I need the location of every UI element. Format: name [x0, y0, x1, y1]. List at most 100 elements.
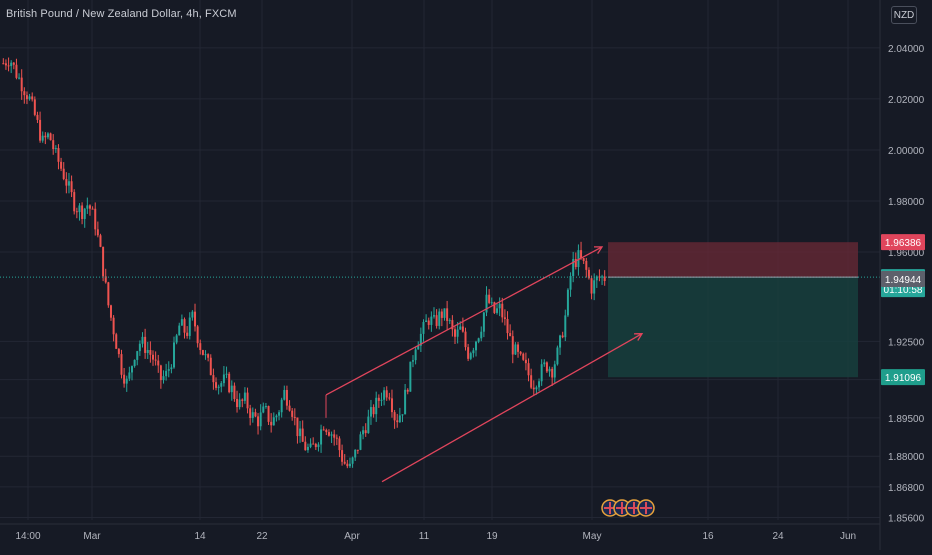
y-tick-label: 2.04000 [888, 44, 925, 55]
candle-body [15, 64, 18, 78]
candle-body [587, 269, 590, 279]
currency-button[interactable]: NZD [891, 6, 917, 24]
candle-body [540, 364, 543, 382]
candle-body [296, 417, 299, 437]
candle-body [115, 334, 118, 349]
candle-body [354, 449, 357, 458]
candle-body [317, 444, 320, 448]
x-tick-label: Jun [840, 531, 856, 542]
candle-body [36, 114, 39, 120]
candle-body [362, 430, 365, 435]
candle-body [238, 399, 241, 408]
candle-body [78, 205, 81, 213]
candle-body [12, 62, 15, 65]
candle-body [535, 387, 538, 390]
candle-body [517, 344, 520, 352]
candle-body [199, 343, 202, 351]
candle-body [348, 463, 351, 467]
y-tick-label: 1.96000 [888, 248, 925, 259]
candle-body [461, 326, 464, 332]
channel-upper-line[interactable] [325, 246, 603, 396]
candle-body [469, 353, 472, 359]
candle-body [57, 148, 60, 162]
candle-body [590, 278, 593, 294]
candle-body [215, 382, 218, 388]
candle-body [369, 407, 372, 417]
candle-body [75, 211, 78, 213]
candle-body [404, 389, 407, 415]
candle-body [359, 434, 362, 450]
take-profit-zone[interactable] [608, 277, 858, 378]
candle-body [477, 338, 480, 342]
price-label-target[interactable] [881, 369, 925, 386]
candle-body [96, 229, 99, 236]
x-tick-label: Mar [83, 531, 101, 542]
candle-body [67, 181, 70, 186]
candle-body [601, 276, 604, 278]
candle-body [556, 347, 559, 365]
candle-body [81, 205, 84, 219]
candle-body [503, 317, 506, 319]
candle-body [572, 259, 575, 276]
candle-body [545, 362, 548, 372]
candle-body [459, 326, 462, 330]
candle-body [435, 315, 438, 326]
candle-body [472, 350, 475, 354]
candle-body [272, 417, 275, 426]
candle-body [327, 432, 330, 436]
x-tick-label: 24 [772, 531, 784, 542]
candle-body [396, 420, 399, 423]
candle-body [538, 381, 541, 388]
candle-body [44, 135, 47, 138]
price-label-stop[interactable] [881, 234, 925, 251]
candle-body [128, 372, 131, 379]
candle-body [422, 321, 425, 334]
candle-body [241, 399, 244, 401]
candle-body [178, 325, 181, 336]
candle-body [23, 91, 26, 96]
candle-body [438, 311, 441, 326]
y-tick-label: 1.98000 [888, 197, 925, 208]
candle-body [278, 412, 281, 416]
candle-body [254, 412, 257, 417]
candle-body [312, 443, 315, 445]
price-label-gray[interactable] [881, 270, 925, 287]
y-tick-label: 2.02000 [888, 95, 925, 106]
candle-body [320, 429, 323, 445]
candle-body [170, 367, 173, 370]
candle-body [464, 331, 467, 348]
stop-loss-zone[interactable] [608, 242, 858, 278]
candle-body [406, 389, 409, 392]
channel-lower-line[interactable] [381, 333, 643, 483]
candle-body [393, 412, 396, 421]
candle-body [530, 375, 533, 388]
candle-body [31, 96, 34, 100]
candle-body [138, 343, 141, 352]
candle-body [409, 361, 412, 392]
candle-body [375, 397, 378, 415]
candle-body [551, 368, 554, 378]
candle-body [427, 320, 430, 325]
candle-body [259, 412, 262, 427]
candle-body [493, 302, 496, 313]
candle-body [498, 303, 501, 309]
candle-body [488, 294, 491, 303]
candle-body [39, 119, 42, 141]
candle-body [243, 392, 246, 401]
candle-body [246, 392, 249, 409]
candle-body [165, 370, 168, 377]
candle-body [222, 374, 225, 384]
candle-body [580, 250, 583, 259]
candle-body [225, 373, 228, 375]
candle-body [561, 335, 564, 338]
candle-body [83, 208, 86, 219]
candle-body [480, 331, 483, 339]
candle-body [65, 179, 68, 186]
candle-body [136, 351, 139, 360]
candle-body [532, 387, 535, 390]
candle-body [104, 276, 107, 283]
candle-body [443, 308, 446, 318]
candle-body [595, 276, 598, 281]
